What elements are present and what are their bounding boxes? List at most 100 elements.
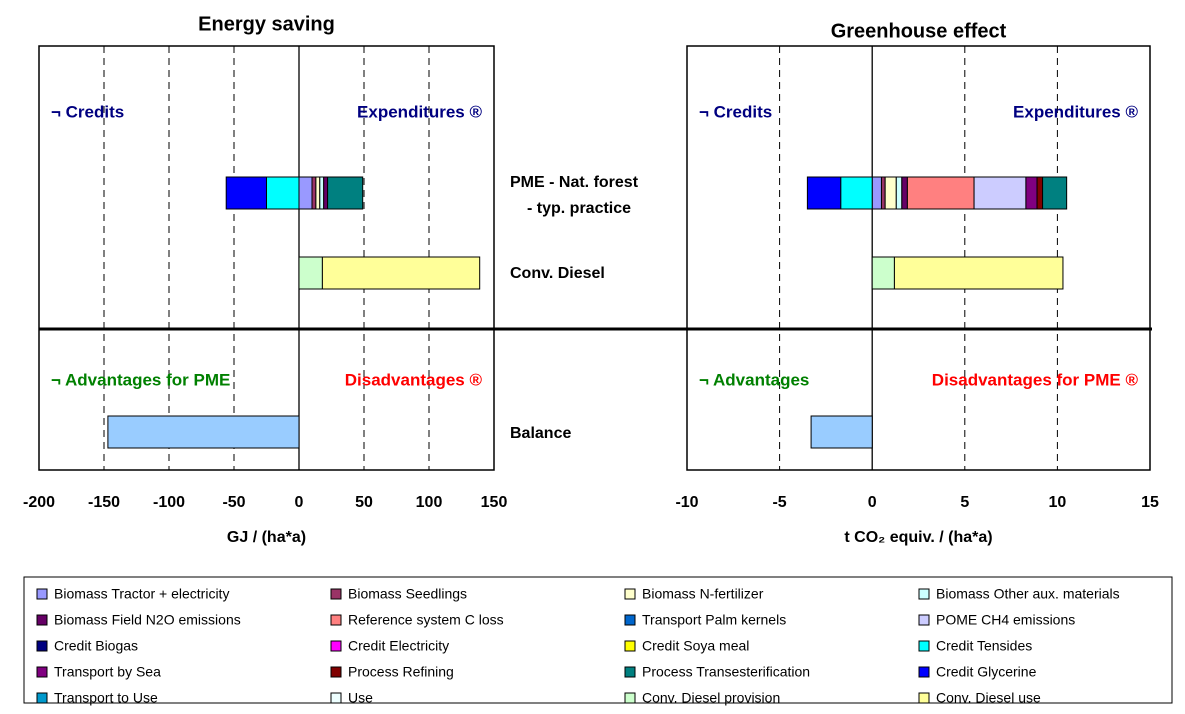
legend-swatch <box>330 614 342 626</box>
legend-swatch <box>624 588 636 600</box>
x-axis-label: GJ / (ha*a) <box>227 529 306 546</box>
bar-segment <box>1042 176 1068 210</box>
legend-swatch <box>36 640 48 652</box>
legend-swatch <box>624 666 636 678</box>
legend-label: Credit Biogas <box>54 638 138 654</box>
chart-title: Greenhouse effect <box>831 20 1007 42</box>
bar-segment <box>906 176 975 210</box>
bar-segment <box>871 176 882 210</box>
legend-label: Biomass Tractor + electricity <box>54 586 229 602</box>
x-tick-label: -100 <box>153 494 185 511</box>
legend-swatch <box>330 588 342 600</box>
legend-swatch <box>918 640 930 652</box>
legend-swatch <box>918 588 930 600</box>
legend-swatch <box>918 666 930 678</box>
bar-segment <box>315 176 321 210</box>
disadvantages-label: Disadvantages for PME ® <box>932 370 1139 389</box>
legend-swatch <box>624 692 636 704</box>
x-tick-label: -10 <box>675 494 698 511</box>
x-tick-label: -150 <box>88 494 120 511</box>
balance-bar <box>107 415 300 449</box>
disadvantages-label: Disadvantages ® <box>345 370 483 389</box>
x-tick-label: -200 <box>23 494 55 511</box>
legend-label: Transport Palm kernels <box>642 612 786 628</box>
legend-swatch <box>36 692 48 704</box>
bar-segment <box>973 176 1027 210</box>
bar-segment <box>880 176 886 210</box>
plot-frame <box>38 45 495 471</box>
x-tick-label: 150 <box>481 494 508 511</box>
credits-label: ¬ Credits <box>51 102 124 121</box>
credits-label: ¬ Credits <box>699 102 772 121</box>
legend-label: Biomass Seedlings <box>348 586 467 602</box>
category-label: PME - Nat. forest <box>510 174 639 191</box>
legend-label: Reference system C loss <box>348 612 504 628</box>
legend-label: Biomass Field N2O emissions <box>54 612 241 628</box>
bar-segment <box>321 256 481 290</box>
category-label: - typ. practice <box>527 200 631 217</box>
chart-title: Energy saving <box>198 13 335 35</box>
legend-frame <box>23 576 1173 704</box>
plot-frame <box>686 45 1151 471</box>
legend-label: Biomass N-fertilizer <box>642 586 764 602</box>
legend-swatch <box>36 614 48 626</box>
x-axis-label: t CO₂ equiv. / (ha*a) <box>844 529 992 546</box>
x-tick-label: 0 <box>868 494 877 511</box>
x-tick-label: 50 <box>355 494 373 511</box>
advantages-label: ¬ Advantages <box>699 370 809 389</box>
bar-segment <box>893 256 1064 290</box>
category-label: Conv. Diesel <box>510 265 605 282</box>
bar-segment <box>298 256 323 290</box>
category-label: Balance <box>510 425 571 442</box>
legend-swatch <box>624 614 636 626</box>
bar-segment <box>901 176 908 210</box>
legend-label: Process Refining <box>348 664 454 680</box>
bar-segment <box>319 176 325 210</box>
legend-swatch <box>36 666 48 678</box>
legend-label: Transport to Use <box>54 690 158 706</box>
expenditures-label: Expenditures ® <box>1013 102 1138 121</box>
legend-label: Conv. Diesel provision <box>642 690 780 706</box>
legend-label: Credit Glycerine <box>936 664 1037 680</box>
legend-swatch <box>918 614 930 626</box>
bar-segment <box>884 176 897 210</box>
bar-segment <box>225 176 267 210</box>
x-tick-label: 5 <box>960 494 969 511</box>
x-tick-label: 100 <box>416 494 443 511</box>
bar-segment <box>1036 176 1044 210</box>
legend-swatch <box>918 692 930 704</box>
balance-bar <box>810 415 873 449</box>
advantages-label: ¬ Advantages for PME <box>51 370 230 389</box>
x-tick-label: 0 <box>295 494 304 511</box>
legend-label: Credit Soya meal <box>642 638 749 654</box>
bar-segment <box>871 256 895 290</box>
legend-swatch <box>36 588 48 600</box>
bar-segment <box>1025 176 1038 210</box>
legend-swatch <box>330 692 342 704</box>
legend-label: Credit Electricity <box>348 638 449 654</box>
bar-segment <box>266 176 300 210</box>
bar-segment <box>298 176 313 210</box>
legend-label: Transport by Sea <box>54 664 161 680</box>
expenditures-label: Expenditures ® <box>357 102 482 121</box>
bar-segment <box>311 176 317 210</box>
legend-label: Conv. Diesel use <box>936 690 1041 706</box>
bar-segment <box>327 176 364 210</box>
x-tick-label: 15 <box>1141 494 1159 511</box>
x-tick-label: -50 <box>222 494 245 511</box>
legend-label: Biomass Other aux. materials <box>936 586 1120 602</box>
x-tick-label: -5 <box>772 494 786 511</box>
legend-swatch <box>330 640 342 652</box>
legend-label: POME CH4 emissions <box>936 612 1075 628</box>
bar-segment <box>840 176 873 210</box>
legend-swatch <box>330 666 342 678</box>
bar-segment <box>323 176 329 210</box>
bar-segment <box>806 176 842 210</box>
legend-label: Process Transesterification <box>642 664 810 680</box>
x-tick-label: 10 <box>1049 494 1067 511</box>
legend-swatch <box>624 640 636 652</box>
legend-label: Use <box>348 690 373 706</box>
legend-label: Credit Tensides <box>936 638 1032 654</box>
bar-segment <box>895 176 903 210</box>
